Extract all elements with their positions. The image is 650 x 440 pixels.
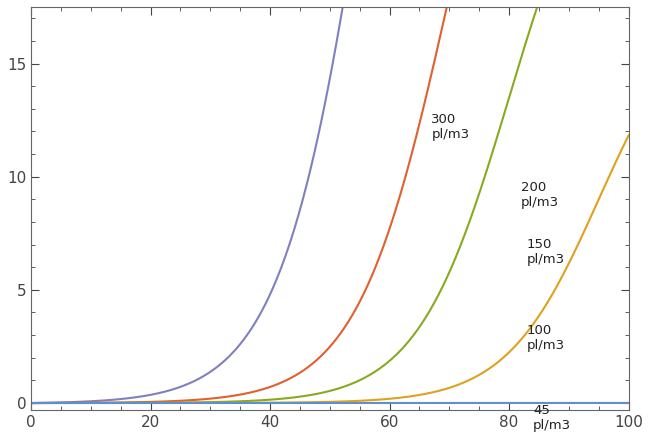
Text: 200
pl/m3: 200 pl/m3 — [521, 181, 559, 209]
Text: 100
pl/m3: 100 pl/m3 — [527, 324, 565, 352]
Text: 45
pl/m3: 45 pl/m3 — [533, 404, 571, 432]
Text: 300
pl/m3: 300 pl/m3 — [432, 114, 469, 141]
Text: 150
pl/m3: 150 pl/m3 — [527, 238, 565, 266]
